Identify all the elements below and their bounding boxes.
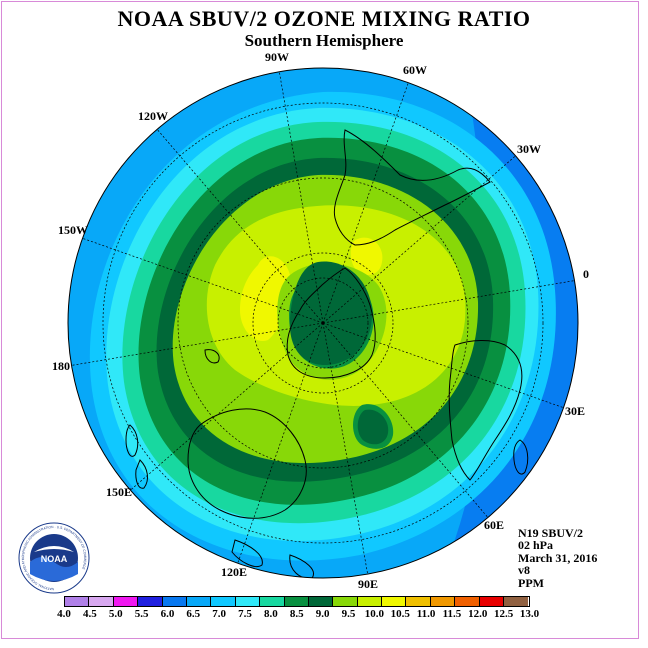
colorbar-tick-label: 9.0 — [315, 608, 330, 620]
page-title: NOAA SBUV/2 OZONE MIXING RATIO — [117, 6, 531, 31]
meridians — [68, 69, 578, 577]
info-date: March 31, 2016 — [518, 550, 598, 565]
info-block: N19 SBUV/2 02 hPa March 31, 2016 v8 PPM — [518, 527, 597, 589]
colorbar-tick-label: 9.5 — [341, 608, 356, 620]
colorbar-tick-label: 7.0 — [212, 608, 227, 620]
colorbar-segment-2 — [113, 597, 139, 606]
colorbar-segment-5 — [186, 597, 212, 606]
lon-label-120w: 120W — [138, 109, 168, 123]
colorbar-tick-label: 8.0 — [264, 608, 278, 620]
colorbar-segment-1 — [89, 597, 114, 606]
colorbar-segment-14 — [406, 597, 431, 606]
lon-label-30w: 30W — [517, 142, 541, 156]
colorbar-segment-6 — [211, 597, 236, 606]
noaa-logo-icon: NOAA NATIONAL OCEANIC AND ATMOSPHERIC AD… — [18, 522, 90, 594]
page-frame — [1, 1, 639, 639]
latitude-circles — [102, 102, 544, 544]
colorbar — [64, 596, 530, 607]
colorbar-segment-11 — [333, 597, 358, 606]
info-level: 02 hPa — [518, 538, 554, 553]
colorbar-tick-label: 12.0 — [468, 608, 488, 620]
colorbar-tick-label: 13.0 — [519, 608, 540, 620]
colorbar-segment-7 — [235, 597, 261, 606]
colorbar-segment-10 — [308, 597, 334, 606]
info-satellite: N19 SBUV/2 — [518, 526, 584, 540]
lon-label-120e: 120E — [221, 565, 247, 579]
coastlines — [125, 129, 529, 578]
lon-label-150e: 150E — [106, 485, 132, 499]
colorbar-tick-label: 12.5 — [494, 608, 514, 620]
lon-label-90w: 90W — [265, 50, 289, 64]
colorbar-segment-16 — [455, 597, 480, 606]
info-units: PPM — [518, 575, 544, 590]
colorbar-tick-label: 8.5 — [289, 608, 304, 620]
lon-label-60e: 60E — [484, 518, 504, 532]
colorbar-tick-label: 11.5 — [442, 608, 462, 620]
colorbar-segment-4 — [162, 597, 187, 606]
lon-label-60w: 60W — [403, 63, 427, 77]
colorbar-segment-9 — [284, 597, 309, 606]
lon-label-180: 180 — [52, 359, 70, 373]
colorbar-tick-label: 4.0 — [57, 608, 71, 620]
colorbar-tick-label: 6.5 — [186, 608, 201, 620]
colorbar-segment-12 — [357, 597, 383, 606]
page-subtitle: Southern Hemisphere — [244, 31, 404, 50]
lon-label-150w: 150W — [58, 223, 88, 237]
info-version: v8 — [518, 563, 530, 578]
colorbar-tick-label: 10.5 — [390, 608, 410, 620]
colorbar-segment-13 — [382, 597, 407, 606]
colorbar-tick-label: 4.5 — [82, 608, 97, 620]
colorbar-tick-label: 6.0 — [160, 608, 175, 620]
colorbar-segment-3 — [138, 597, 163, 606]
colorbar-segment-17 — [479, 597, 505, 606]
colorbar-tick-label: 11.0 — [416, 608, 436, 620]
colorbar-tick-label: 5.0 — [108, 608, 123, 620]
colorbar-segment-0 — [65, 597, 90, 606]
colorbar-segment-18 — [504, 597, 529, 606]
colorbar-tick-label: 7.5 — [238, 608, 252, 620]
colorbar-segment-15 — [430, 597, 456, 606]
colorbar-ticks: 4.0 4.5 5.0 5.5 6.0 6.5 7.0 7.5 8.0 8.5 9.0 9.5 10.0… — [0, 608, 648, 624]
colorbar-tick-label: 10.0 — [364, 608, 384, 620]
colorbar-tick-label: 5.5 — [134, 608, 149, 620]
longitude-labels: 90W 60W 30W 0 30E 60E 90E 120E 150E 180 … — [52, 50, 589, 591]
lon-label-0: 0 — [583, 267, 589, 281]
lon-label-90e: 90E — [358, 577, 378, 591]
colorbar-segment-8 — [260, 597, 285, 606]
polar-low — [289, 261, 372, 365]
closed-low — [357, 409, 389, 445]
map-outline — [67, 67, 579, 579]
lon-label-30e: 30E — [565, 404, 585, 418]
noaa-logo-text: NOAA — [41, 554, 68, 564]
band-10-5-north — [350, 237, 383, 275]
